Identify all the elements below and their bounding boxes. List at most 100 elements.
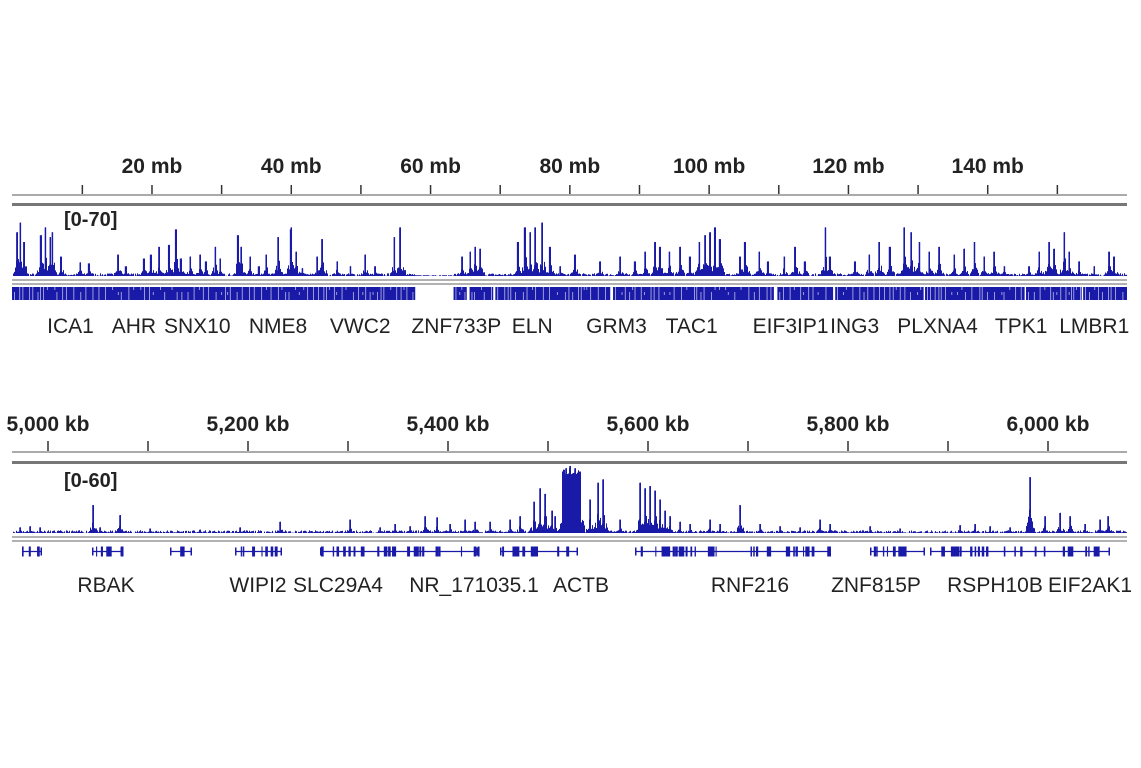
coverage-peak xyxy=(1069,516,1071,533)
gene-model-exon xyxy=(795,546,798,557)
gene-annotation-gap xyxy=(333,287,335,300)
gene-model-exon xyxy=(785,546,791,557)
gene-model-exon xyxy=(873,546,877,557)
gene-annotation-gap xyxy=(400,287,402,300)
coverage-peak xyxy=(689,524,691,533)
coverage-peak xyxy=(117,254,119,276)
gene-annotation-gap xyxy=(459,292,461,295)
gene-annotation-gap xyxy=(365,287,367,300)
gene-model-exon xyxy=(1062,546,1066,557)
gene-model-exon xyxy=(970,546,973,557)
gene-annotation-gap xyxy=(700,292,702,305)
gene-annotation-gap xyxy=(318,287,319,300)
gene-annotation-gap xyxy=(945,287,946,300)
gene-annotation-gap xyxy=(380,287,382,300)
coverage-peak xyxy=(953,254,956,276)
gene-model-exon xyxy=(986,546,988,557)
ruler-tick-label: 6,000 kb xyxy=(1007,413,1090,436)
gene-annotation-gap xyxy=(711,292,712,305)
gene-model-exon xyxy=(40,547,42,556)
gene-annotation-band xyxy=(777,287,834,300)
coverage-peak xyxy=(469,251,472,276)
gene-annotation-gap xyxy=(29,287,31,300)
gene-annotation-gap xyxy=(669,292,671,295)
ruler-tick-label: 60 mb xyxy=(400,155,461,178)
coverage-peak xyxy=(1003,266,1006,276)
coverage-peak xyxy=(479,248,481,276)
gene-annotation-gap xyxy=(112,287,114,290)
coverage-peak xyxy=(562,477,564,533)
gene-annotation-gap xyxy=(1044,287,1046,290)
gene-model-exon xyxy=(265,546,268,557)
gene-annotation-gap xyxy=(403,287,405,290)
gene-annotation-gap xyxy=(1033,292,1035,305)
coverage-peak xyxy=(573,254,576,276)
coverage-peak xyxy=(142,258,145,276)
gene-model-exon xyxy=(893,546,896,557)
coverage-peak xyxy=(554,516,556,533)
coverage-peak xyxy=(639,482,641,533)
gene-model-exon xyxy=(666,546,669,557)
gene-model-exon xyxy=(959,546,962,557)
coverage-peak xyxy=(529,232,531,276)
gene-model-exon xyxy=(753,546,755,557)
gene-annotation-gap xyxy=(1073,287,1075,300)
gene-annotation-gap xyxy=(193,287,195,300)
gene-annotation-gap xyxy=(658,287,660,300)
coverage-peak xyxy=(559,266,561,276)
track-separator xyxy=(12,203,1127,206)
gene-model-exon xyxy=(943,546,945,557)
gene-model-exon xyxy=(566,546,570,557)
gene-model-exon xyxy=(679,546,681,557)
gene-annotation-gap xyxy=(362,292,364,295)
data-range-label: [0-60] xyxy=(64,470,117,492)
gene-annotation-gap xyxy=(748,287,750,300)
gene-annotation-gap xyxy=(225,287,226,300)
gene-annotation-gap xyxy=(270,287,272,300)
coverage-peak xyxy=(899,528,901,533)
gene-model-exon xyxy=(1108,547,1110,556)
gene-annotation-gap xyxy=(597,287,599,300)
coverage-peak xyxy=(364,254,366,276)
gene-annotation-gap xyxy=(22,287,24,300)
gene-model-exon xyxy=(680,546,683,557)
gene-annotation-gap xyxy=(336,292,338,295)
coverage-peak xyxy=(321,239,323,276)
gene-annotation-gap xyxy=(1068,292,1070,295)
gene-model-exon xyxy=(766,546,770,557)
coverage-peak xyxy=(1093,266,1096,276)
coverage-signal xyxy=(12,222,1127,276)
gene-annotation-gap xyxy=(261,287,263,300)
gene-annotation-gap xyxy=(808,287,810,300)
gene-annotation-gap xyxy=(766,287,768,300)
gene-model-exon xyxy=(435,546,439,557)
coverage-peak xyxy=(239,527,241,533)
gene-annotation-gap xyxy=(803,292,804,295)
gene-model-exon xyxy=(811,546,815,557)
gene-annotation-gap xyxy=(1110,287,1112,300)
gene-annotation-gap xyxy=(629,292,631,305)
gene-label: SLC29A4 xyxy=(293,574,383,597)
coverage-peak xyxy=(868,254,871,276)
coverage-peak xyxy=(29,526,31,533)
gene-annotation-gap xyxy=(326,287,327,300)
coverage-peak xyxy=(404,270,406,276)
gene-annotation-gap xyxy=(703,287,705,300)
coverage-peak xyxy=(679,246,681,276)
gene-annotation-gap xyxy=(14,292,15,305)
gene-label: LMBR1 xyxy=(1059,315,1129,338)
gene-model-exon xyxy=(422,546,425,557)
gene-annotation-gap xyxy=(904,287,906,300)
gene-annotation-band xyxy=(12,287,416,300)
gene-annotation-gap xyxy=(910,292,911,305)
ruler-tick-label: 140 mb xyxy=(952,155,1024,178)
gene-annotation-gap xyxy=(1080,287,1081,300)
gene-model-exon xyxy=(180,546,183,557)
coverage-peak xyxy=(679,521,681,533)
coverage-peak xyxy=(963,248,965,276)
gene-model-exon xyxy=(876,546,878,557)
gene-annotation-gap xyxy=(85,287,87,300)
gene-annotation-gap xyxy=(227,292,229,295)
coverage-peak xyxy=(49,237,52,276)
gene-annotation-gap xyxy=(938,287,940,300)
